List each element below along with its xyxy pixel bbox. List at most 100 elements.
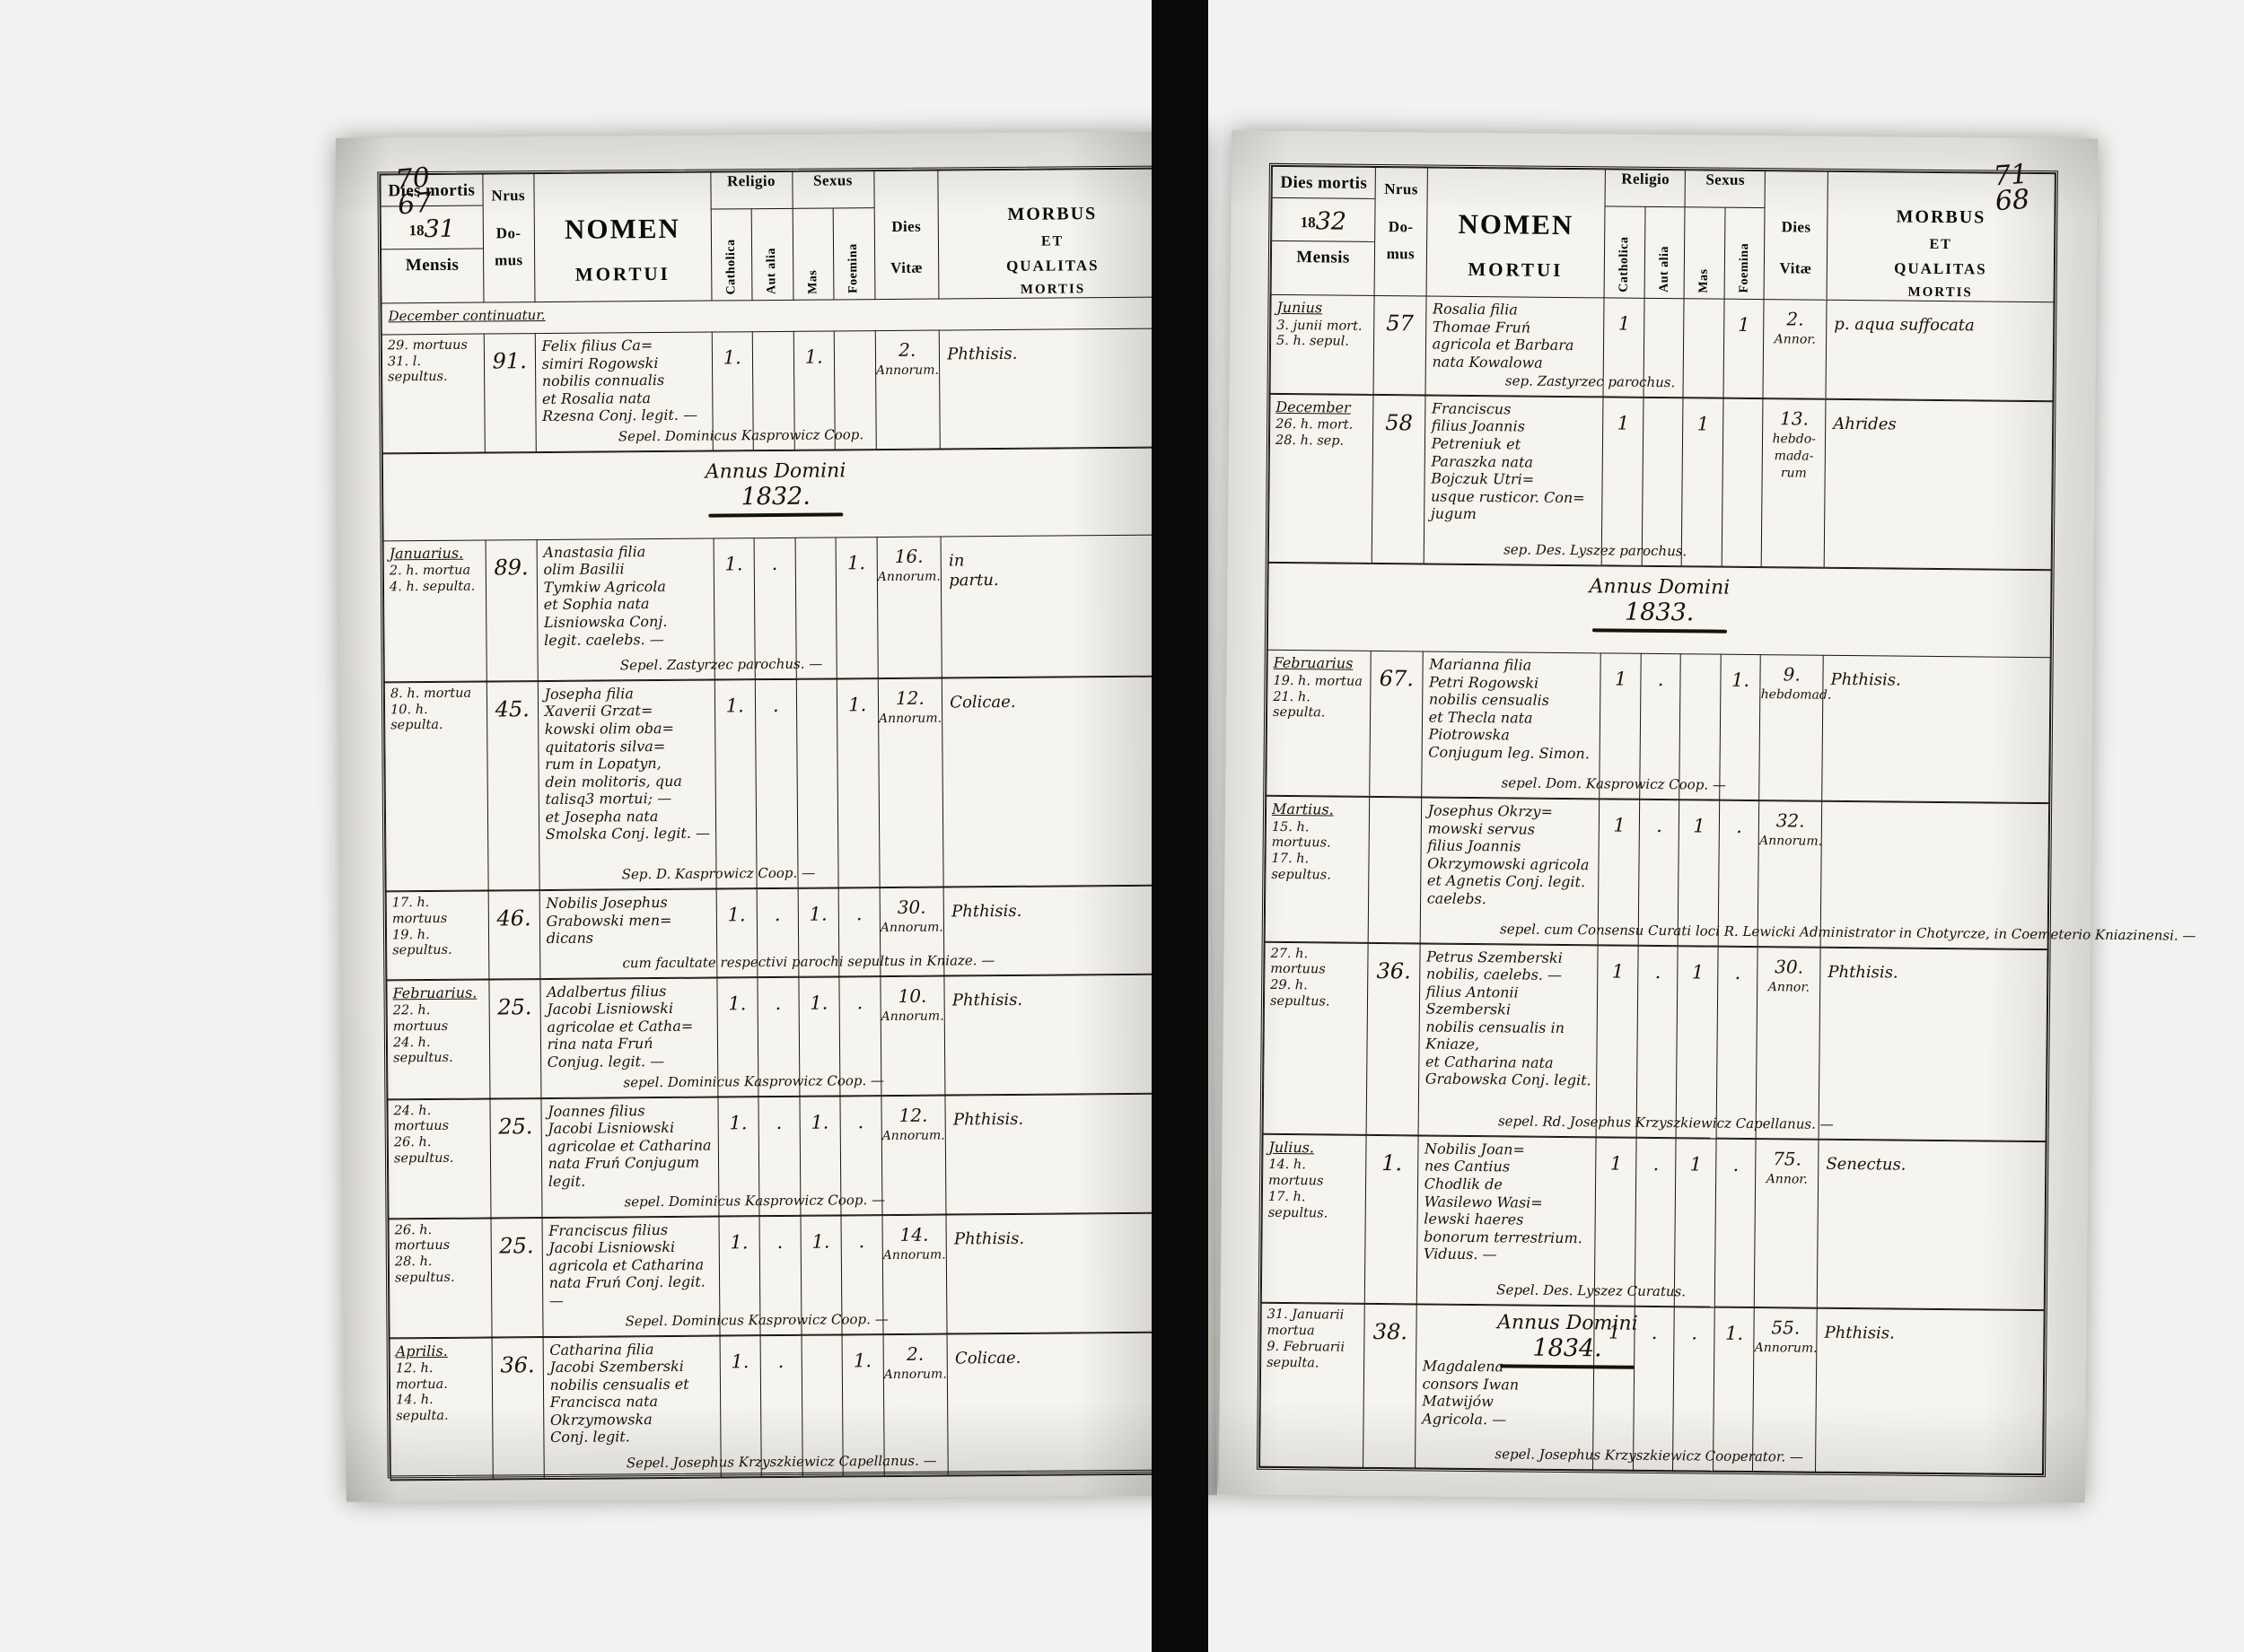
annus-domini-row: Annus Domini 1833. bbox=[1267, 563, 2052, 659]
cell-morbus-qualitas: Ahrides bbox=[1824, 399, 2053, 571]
cause-of-death: Colicae. bbox=[950, 692, 1016, 712]
header-dies: Dies bbox=[891, 217, 922, 235]
header-sexus-right: Sexus bbox=[1685, 170, 1766, 208]
header-year-right: 1832 bbox=[1272, 198, 1375, 241]
age-value: 2. bbox=[898, 338, 916, 361]
cell-religio-catholica-mark: 1. bbox=[731, 1350, 749, 1372]
cell-religio-aut-alia-mark: . bbox=[1654, 960, 1661, 983]
cell-nomen-mortui: Nobilis Joan= nes Cantius Chodlik de Wasile… bbox=[1416, 1135, 1597, 1307]
house-number: 36. bbox=[1376, 957, 1411, 984]
cell-nrus-domus: 89. bbox=[485, 539, 538, 682]
cell-morbus-qualitas: Phthisis. bbox=[1819, 947, 2048, 1141]
age-unit: Annorum. bbox=[882, 1247, 946, 1263]
house-number: 58 bbox=[1385, 410, 1413, 436]
header-religio: Religio bbox=[710, 171, 793, 210]
cell-religio-aut-alia-mark: . bbox=[777, 1350, 785, 1372]
header-qualitas-right: QUALITAS bbox=[1894, 259, 1987, 278]
cell-morbus-qualitas: Senectus. bbox=[1817, 1140, 2047, 1311]
cause-of-death: Ahrides bbox=[1833, 414, 1897, 434]
cell-sexus-foemina-mark: . bbox=[1732, 1153, 1740, 1176]
cell-dies-vitae: 13. hebdo-mada-rum bbox=[1761, 398, 1827, 568]
cell-dies-vitae: 16. Annorum. bbox=[876, 536, 942, 678]
cell-sexus-mas-mark: 1. bbox=[811, 1230, 830, 1253]
register-entry-row[interactable]: 8. h. mortua 10. h. sepulta. 45. Josepha fi… bbox=[384, 677, 1172, 892]
deceased-name: Nobilis Joan= nes Cantius Chodlik de Wasile… bbox=[1423, 1140, 1582, 1263]
age-unit: hebdomad. bbox=[1760, 687, 1832, 704]
header-mas-right: Mas bbox=[1696, 268, 1711, 293]
house-number: 91. bbox=[492, 348, 527, 374]
cell-sexus-foemina-mark: 1. bbox=[846, 552, 866, 574]
header-mas: Mas bbox=[805, 269, 820, 294]
cell-dies-mortis: Martius. 15. h. mortuus. 17. h. sepultus. bbox=[1265, 796, 1370, 943]
annus-underline bbox=[1591, 628, 1727, 634]
right-page: Dies mortis 1832 Mensis Nrus Do- mus NOM… bbox=[1218, 130, 2196, 1503]
age-unit: Annorum. bbox=[877, 569, 941, 585]
header-sexus: Sexus bbox=[792, 170, 874, 209]
burial-note: sepel. Josephus Krzyszkiewicz Cooperator… bbox=[1495, 1446, 1804, 1465]
house-number: 38. bbox=[1372, 1319, 1408, 1345]
deceased-name: Petrus Szemberski nobilis, caelebs. — fili… bbox=[1424, 948, 1591, 1089]
cell-sexus-mas-mark: 1 bbox=[1691, 961, 1705, 983]
cell-religio-catholica-mark: 1. bbox=[723, 346, 741, 369]
cell-sexus-foemina-mark: 1. bbox=[848, 694, 867, 716]
age-value: 16. bbox=[894, 545, 924, 567]
header-foemina-right: Foemina bbox=[1737, 243, 1751, 293]
burial-note: cum facultate respectivi parochi sepultu… bbox=[622, 951, 995, 972]
cause-of-death: Phthisis. bbox=[1828, 962, 1898, 983]
deceased-name: Franciscus filius Jacobi Lisniowski agrico… bbox=[548, 1220, 706, 1309]
burial-note: sep. Des. Lyszez parochus. bbox=[1503, 541, 1687, 560]
header-catholica-cell: Catholica bbox=[710, 208, 752, 302]
age-value: 14. bbox=[899, 1223, 929, 1246]
house-number: 25. bbox=[498, 1113, 533, 1140]
cell-nrus-domus: 46. bbox=[487, 890, 540, 979]
cell-dies-mortis: 29. mortuus 31. l. sepultus. bbox=[381, 334, 486, 453]
age-value: 12. bbox=[898, 1104, 928, 1126]
house-number bbox=[1370, 798, 1421, 813]
age-unit: hebdo-mada-rum bbox=[1772, 432, 1817, 481]
entry-dates: 15. h. mortuus. 17. h. sepultus. bbox=[1271, 819, 1331, 883]
cell-nrus-domus: 45. bbox=[486, 681, 539, 891]
cell-dies-mortis: 17. h. mortuus 19. h. sepultus. bbox=[386, 891, 489, 980]
age-unit: Annor. bbox=[1766, 1172, 1808, 1187]
age-unit: Annorum. bbox=[1758, 834, 1823, 849]
cell-morbus-qualitas: Phthisis. bbox=[944, 974, 1173, 1095]
header-year-prefix: 18 bbox=[408, 222, 425, 240]
cell-nomen-mortui: Josepha filia Xaverii Grzat= kowski olim o… bbox=[537, 680, 716, 890]
cell-sexus-mas: 1 bbox=[1676, 946, 1718, 1139]
cell-religio-catholica-mark: 1 bbox=[1614, 668, 1627, 691]
cell-religio-aut-alia-mark bbox=[1644, 299, 1684, 313]
cause-of-death: Senectus. bbox=[1826, 1154, 1907, 1175]
cell-sexus-mas-mark: 1. bbox=[810, 992, 828, 1014]
cell-nrus-domus: 25. bbox=[489, 1098, 542, 1218]
burial-note: Sep. D. Kasprowicz Coop. — bbox=[621, 864, 816, 883]
deceased-name: Felix filius Ca= simiri Rogowski nobilis c… bbox=[541, 337, 698, 425]
cell-dies-mortis: Julius. 14. h. mortuus 17. h. sepultus. bbox=[1261, 1134, 1367, 1304]
cell-religio-aut-alia-mark: . bbox=[1656, 815, 1663, 837]
cell-nrus-domus: 57 bbox=[1373, 295, 1426, 395]
cell-sexus-mas-mark: 1 bbox=[1689, 1153, 1703, 1176]
cell-nomen-mortui: Petrus Szemberski nobilis, caelebs. — fili… bbox=[1417, 943, 1599, 1137]
entry-dates: 19. h. mortua 21. h. sepulta. bbox=[1273, 673, 1363, 721]
right-table-body: Junius 3. junii mort. 5. h. sepul. 57 Rosali… bbox=[1259, 294, 2196, 1475]
cell-religio-catholica-mark: 1. bbox=[725, 695, 744, 717]
header-nomen: NOMEN bbox=[564, 212, 680, 245]
cell-religio-aut-alia: . bbox=[1635, 1138, 1677, 1307]
cell-religio-aut-alia-mark: . bbox=[776, 1111, 783, 1133]
house-number: 25. bbox=[497, 993, 532, 1020]
burial-note: sep. Zastyrzec parochus. bbox=[1504, 372, 1676, 391]
age-unit: Annorum. bbox=[875, 363, 940, 379]
cell-morbus-qualitas: Colicae. bbox=[942, 677, 1172, 887]
cell-religio-catholica-mark: 1 bbox=[1613, 814, 1626, 836]
cell-sexus-foemina-mark: . bbox=[858, 1229, 865, 1252]
house-number: 57 bbox=[1386, 310, 1415, 337]
register-entry-row[interactable]: 27. h. mortuus 29. h. sepultus. 36. Petrus … bbox=[1263, 941, 2048, 1141]
header-catholica: Catholica bbox=[723, 239, 739, 295]
header-year-prefix-right: 18 bbox=[1300, 214, 1316, 232]
cell-religio-catholica: 1 bbox=[1596, 945, 1639, 1138]
cell-sexus-foemina: 1. bbox=[1713, 1307, 1755, 1472]
cell-religio-aut-alia-mark: . bbox=[1652, 1152, 1660, 1175]
entry-dates: 27. h. mortuus 29. h. sepultus. bbox=[1269, 946, 1330, 1010]
header-do-right: Do- bbox=[1388, 218, 1414, 236]
entry-dates: 26. h. mort. 28. h. sep. bbox=[1275, 417, 1354, 449]
cell-religio-aut-alia-mark: . bbox=[774, 904, 781, 926]
